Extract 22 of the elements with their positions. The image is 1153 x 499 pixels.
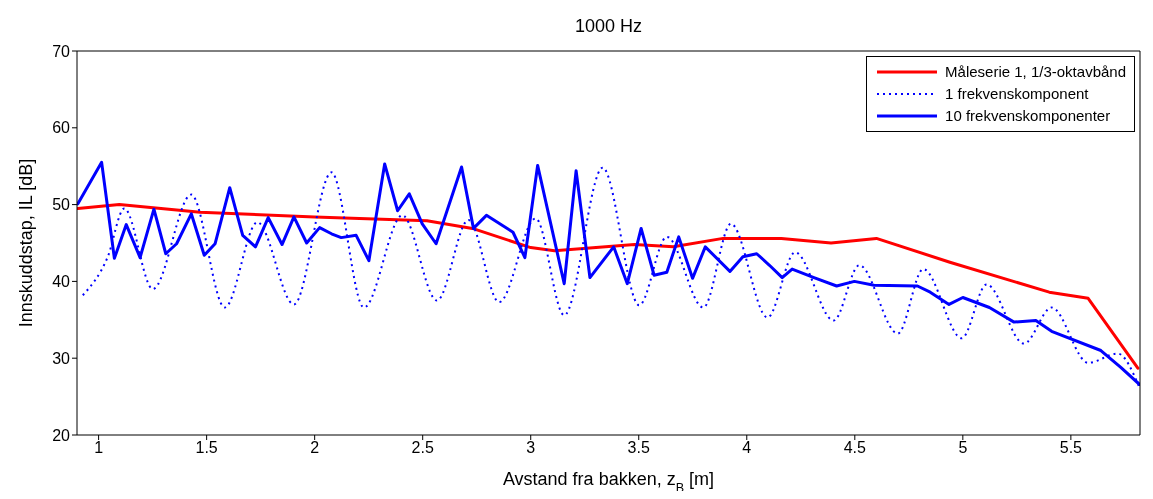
x-tick-label: 3.5: [627, 439, 650, 457]
y-tick-label: 70: [52, 42, 71, 60]
y-tick-label: 40: [52, 273, 71, 291]
x-tick-label: 2.5: [411, 439, 434, 457]
x-tick-label: 5: [958, 439, 968, 457]
x-tick-label: 2: [310, 439, 320, 457]
y-tick-label: 20: [52, 426, 71, 444]
x-tick-label: 5.5: [1059, 439, 1083, 457]
legend-label: 1 frekvenskomponent: [945, 84, 1089, 104]
x-tick-label: 4.5: [843, 439, 867, 457]
y-tick-label: 60: [52, 119, 71, 137]
x-tick-label: 3: [526, 439, 536, 457]
legend-label: 10 frekvenskomponenter: [945, 106, 1111, 126]
line-series: [77, 203, 1140, 370]
y-tick-label: 50: [52, 196, 71, 214]
x-tick-label: 4: [742, 439, 752, 457]
legend-label: Måleserie 1, 1/3-oktavbånd: [945, 62, 1126, 82]
y-axis-title: Innskuddstap, IL [dB]: [16, 158, 37, 328]
x-tick-label: 1.5: [195, 439, 218, 457]
y-tick-label: 30: [52, 349, 71, 367]
chart-title: 1000 Hz: [574, 16, 643, 36]
x-tick-label: 1: [94, 439, 104, 457]
